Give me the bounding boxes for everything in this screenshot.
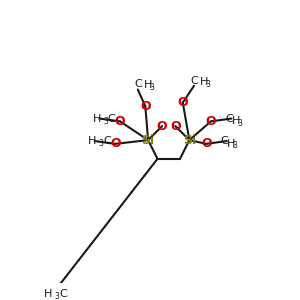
Text: Si: Si [183, 134, 196, 147]
Text: O: O [157, 119, 167, 133]
Text: 3: 3 [232, 141, 237, 150]
Text: H: H [200, 77, 208, 87]
Text: 3: 3 [237, 119, 242, 128]
Text: O: O [140, 100, 151, 113]
Text: 3: 3 [205, 80, 210, 88]
Text: 3: 3 [149, 83, 154, 92]
Text: H: H [93, 113, 101, 124]
Text: C: C [59, 289, 67, 299]
Text: C: C [108, 113, 116, 124]
Text: C: C [134, 80, 142, 89]
Text: H: H [44, 289, 52, 299]
Text: Si: Si [142, 134, 155, 147]
Text: H: H [227, 139, 235, 149]
Text: O: O [201, 137, 211, 150]
Text: O: O [178, 96, 188, 109]
Text: C: C [190, 76, 198, 86]
Text: C: C [220, 136, 228, 146]
Text: O: O [206, 115, 216, 128]
Text: C: C [225, 113, 233, 124]
Text: O: O [170, 119, 181, 133]
Text: O: O [110, 137, 121, 150]
Text: H: H [88, 136, 97, 146]
Text: C: C [103, 136, 111, 146]
Text: O: O [115, 115, 125, 128]
Text: 3: 3 [103, 117, 108, 126]
Text: H: H [143, 80, 152, 90]
Text: H: H [232, 116, 240, 126]
Text: 3: 3 [54, 292, 59, 300]
Text: 3: 3 [98, 139, 103, 148]
